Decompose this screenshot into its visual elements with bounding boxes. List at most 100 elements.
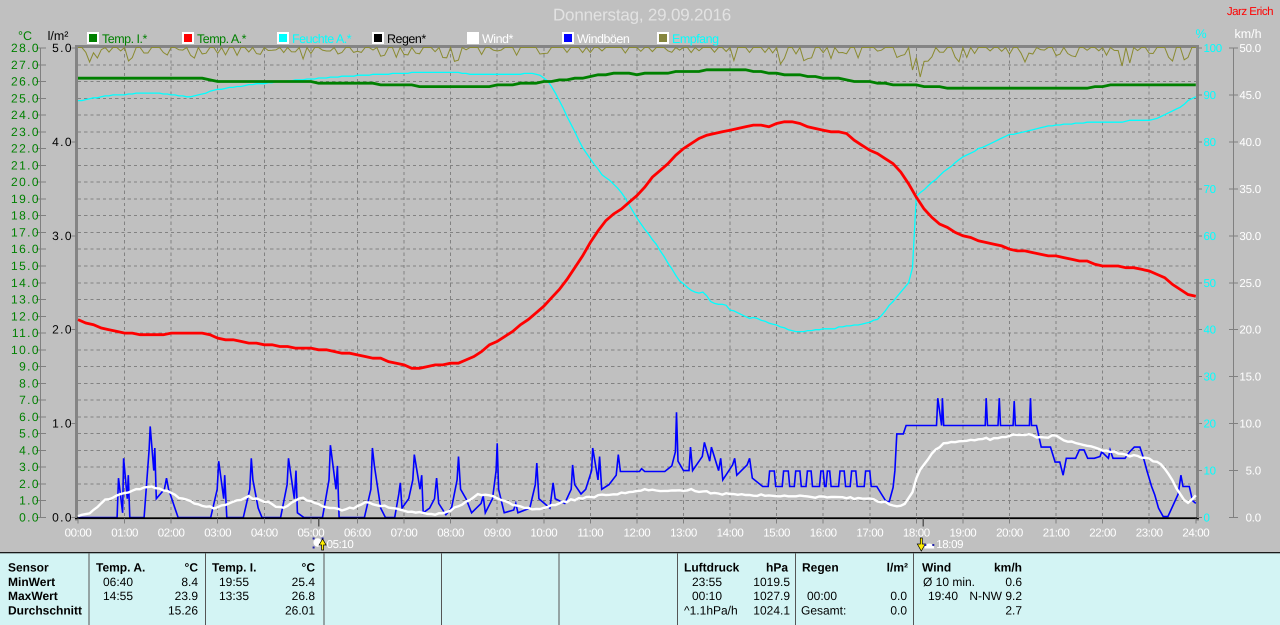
svg-text:19:00: 19:00 <box>950 528 977 540</box>
svg-text:15.0: 15.0 <box>11 259 40 273</box>
svg-text:Regen*: Regen* <box>387 32 426 46</box>
svg-text:17.0: 17.0 <box>11 225 40 239</box>
svg-text:05:00: 05:00 <box>298 528 325 540</box>
svg-text:Durchschnitt: Durchschnitt <box>8 603 82 617</box>
svg-text:24:00: 24:00 <box>1182 528 1209 540</box>
svg-text:hPa: hPa <box>766 561 788 575</box>
svg-text:0.0: 0.0 <box>1246 513 1261 525</box>
svg-text:25.4: 25.4 <box>292 575 316 589</box>
svg-text:19.0: 19.0 <box>11 192 40 206</box>
svg-text:00:10: 00:10 <box>692 589 722 603</box>
svg-text:Regen: Regen <box>802 561 839 575</box>
svg-text:08:00: 08:00 <box>437 528 464 540</box>
svg-text:11:00: 11:00 <box>577 528 603 540</box>
svg-text:Jarz Erich: Jarz Erich <box>1227 6 1273 18</box>
svg-text:Feuchte A.*: Feuchte A.* <box>292 32 352 46</box>
svg-text:17:00: 17:00 <box>856 528 883 540</box>
svg-text:Empfang: Empfang <box>672 32 719 46</box>
svg-text:Windböen: Windböen <box>577 32 630 46</box>
svg-text:Wind: Wind <box>922 561 951 575</box>
svg-text:00:00: 00:00 <box>807 589 837 603</box>
svg-text:18:09: 18:09 <box>936 539 963 551</box>
svg-text:23.0: 23.0 <box>11 125 40 139</box>
svg-text:26.01: 26.01 <box>285 603 315 617</box>
svg-text:Donnerstag, 29.09.2016: Donnerstag, 29.09.2016 <box>553 6 731 25</box>
svg-text:20: 20 <box>1204 419 1216 431</box>
svg-text:24.0: 24.0 <box>11 108 40 122</box>
svg-text:12:00: 12:00 <box>624 528 651 540</box>
svg-text:Temp. A.*: Temp. A.* <box>197 32 247 46</box>
svg-text:°C: °C <box>18 29 32 43</box>
svg-text:Gesamt:: Gesamt: <box>801 603 846 617</box>
svg-text:20.0: 20.0 <box>1239 325 1261 337</box>
svg-text:28.0: 28.0 <box>11 41 40 55</box>
svg-text:3.0: 3.0 <box>52 229 73 243</box>
svg-text:1027.9: 1027.9 <box>753 589 790 603</box>
svg-text:1.0: 1.0 <box>52 417 73 431</box>
svg-text:Wind*: Wind* <box>482 32 513 46</box>
svg-text:14:00: 14:00 <box>717 528 744 540</box>
svg-text:4.0: 4.0 <box>52 135 73 149</box>
svg-text:13:35: 13:35 <box>219 589 249 603</box>
svg-text:20.0: 20.0 <box>11 175 40 189</box>
svg-text:Ø 10 min.: Ø 10 min. <box>923 575 975 589</box>
svg-text:19:55: 19:55 <box>219 575 249 589</box>
svg-text:03:00: 03:00 <box>204 528 231 540</box>
svg-text:00:00: 00:00 <box>65 528 92 540</box>
svg-text:2.0: 2.0 <box>52 323 73 337</box>
svg-text:13.0: 13.0 <box>11 293 40 307</box>
svg-text:22.0: 22.0 <box>11 142 40 156</box>
svg-text:90: 90 <box>1204 90 1216 102</box>
svg-text:10.0: 10.0 <box>11 343 40 357</box>
svg-text:40.0: 40.0 <box>1239 137 1261 149</box>
svg-text:60: 60 <box>1204 231 1216 243</box>
svg-text:50: 50 <box>1204 278 1216 290</box>
svg-text:15:00: 15:00 <box>763 528 790 540</box>
svg-text:l/m²: l/m² <box>887 561 908 575</box>
svg-text:MinWert: MinWert <box>8 575 55 589</box>
svg-text:14.0: 14.0 <box>11 276 40 290</box>
svg-text:2.7: 2.7 <box>1005 603 1022 617</box>
svg-text:40: 40 <box>1204 325 1216 337</box>
svg-text:9.0: 9.0 <box>19 360 40 374</box>
svg-text:7.0: 7.0 <box>19 393 40 407</box>
svg-text:20:00: 20:00 <box>996 528 1023 540</box>
svg-text:18:00: 18:00 <box>903 528 930 540</box>
svg-text:22:00: 22:00 <box>1089 528 1116 540</box>
svg-text:°C: °C <box>302 561 316 575</box>
svg-text:5.0: 5.0 <box>1246 466 1261 478</box>
svg-text:°C: °C <box>185 561 199 575</box>
svg-text:10.0: 10.0 <box>1239 419 1261 431</box>
svg-text:15.0: 15.0 <box>1239 372 1261 384</box>
svg-text:23:00: 23:00 <box>1136 528 1163 540</box>
svg-text:07:00: 07:00 <box>391 528 418 540</box>
svg-text:1019.5: 1019.5 <box>753 575 790 589</box>
svg-text:19:40: 19:40 <box>928 589 958 603</box>
svg-text:13:00: 13:00 <box>670 528 697 540</box>
svg-text:21.0: 21.0 <box>11 158 40 172</box>
svg-text:0.0: 0.0 <box>19 511 40 525</box>
svg-text:0.0: 0.0 <box>890 603 907 617</box>
svg-text:8.4: 8.4 <box>181 575 198 589</box>
svg-text:10: 10 <box>1204 466 1216 478</box>
svg-text:2.0: 2.0 <box>19 477 40 491</box>
svg-text:0.0: 0.0 <box>890 589 907 603</box>
svg-text:16.0: 16.0 <box>11 242 40 256</box>
svg-text:5.0: 5.0 <box>19 427 40 441</box>
svg-text:80: 80 <box>1204 137 1216 149</box>
svg-text:06:40: 06:40 <box>103 575 133 589</box>
svg-text:0.6: 0.6 <box>1005 575 1022 589</box>
svg-text:0: 0 <box>1204 513 1210 525</box>
svg-text:11.0: 11.0 <box>12 326 40 340</box>
svg-text:21:00: 21:00 <box>1043 528 1070 540</box>
svg-text:^1.1hPa/h: ^1.1hPa/h <box>684 603 738 617</box>
svg-text:%: % <box>1195 27 1206 41</box>
svg-text:12.0: 12.0 <box>11 309 40 323</box>
svg-text:35.0: 35.0 <box>1239 184 1261 196</box>
svg-text:1.0: 1.0 <box>19 494 40 508</box>
svg-text:Temp. I.*: Temp. I.* <box>102 32 147 46</box>
svg-text:09:00: 09:00 <box>484 528 511 540</box>
svg-text:6.0: 6.0 <box>19 410 40 424</box>
svg-text:16:00: 16:00 <box>810 528 837 540</box>
svg-text:3.0: 3.0 <box>19 460 40 474</box>
